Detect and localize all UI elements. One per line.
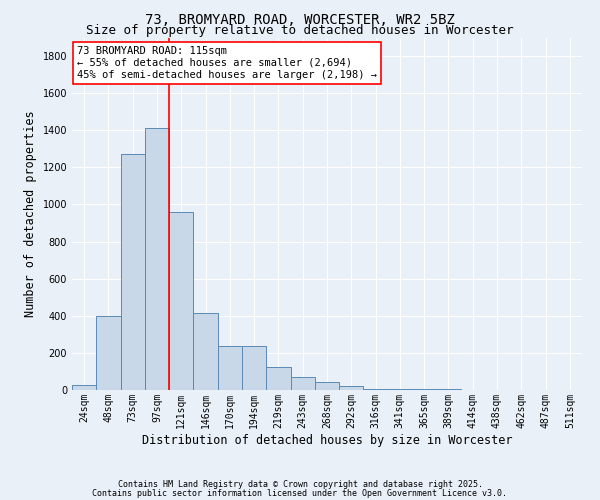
Y-axis label: Number of detached properties: Number of detached properties <box>24 110 37 317</box>
Bar <box>218 346 242 390</box>
Bar <box>315 382 339 390</box>
Bar <box>364 388 388 390</box>
Bar <box>72 386 96 390</box>
Bar <box>242 346 266 390</box>
Bar <box>339 386 364 390</box>
Text: Size of property relative to detached houses in Worcester: Size of property relative to detached ho… <box>86 24 514 37</box>
X-axis label: Distribution of detached houses by size in Worcester: Distribution of detached houses by size … <box>142 434 512 446</box>
Bar <box>96 316 121 390</box>
Text: Contains HM Land Registry data © Crown copyright and database right 2025.: Contains HM Land Registry data © Crown c… <box>118 480 482 489</box>
Bar <box>121 154 145 390</box>
Text: Contains public sector information licensed under the Open Government Licence v3: Contains public sector information licen… <box>92 490 508 498</box>
Bar <box>266 367 290 390</box>
Bar <box>145 128 169 390</box>
Bar <box>193 313 218 390</box>
Text: 73 BROMYARD ROAD: 115sqm
← 55% of detached houses are smaller (2,694)
45% of sem: 73 BROMYARD ROAD: 115sqm ← 55% of detach… <box>77 46 377 80</box>
Text: 73, BROMYARD ROAD, WORCESTER, WR2 5BZ: 73, BROMYARD ROAD, WORCESTER, WR2 5BZ <box>145 12 455 26</box>
Bar <box>388 389 412 390</box>
Bar <box>169 212 193 390</box>
Bar <box>290 377 315 390</box>
